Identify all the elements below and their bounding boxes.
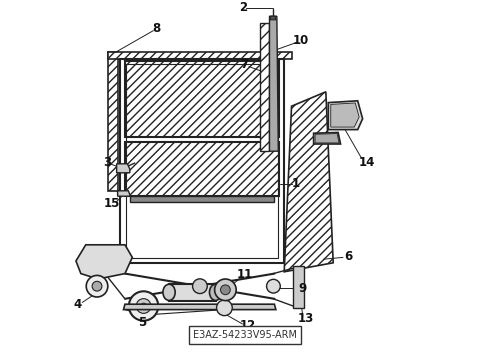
- Text: 11: 11: [237, 268, 253, 281]
- Polygon shape: [108, 52, 118, 191]
- Circle shape: [136, 299, 151, 313]
- Ellipse shape: [210, 284, 222, 300]
- Text: 2: 2: [239, 1, 247, 14]
- Circle shape: [141, 303, 147, 309]
- Polygon shape: [125, 61, 279, 137]
- Polygon shape: [130, 196, 274, 202]
- Circle shape: [267, 279, 280, 293]
- Text: 5: 5: [138, 316, 146, 329]
- Ellipse shape: [163, 284, 175, 300]
- Circle shape: [86, 275, 108, 297]
- Polygon shape: [331, 103, 359, 127]
- Polygon shape: [315, 134, 339, 143]
- Text: 4: 4: [74, 298, 81, 311]
- Text: 14: 14: [358, 156, 375, 168]
- Polygon shape: [76, 245, 132, 279]
- Text: 15: 15: [103, 197, 120, 210]
- Circle shape: [220, 285, 230, 295]
- Text: 1: 1: [292, 177, 299, 190]
- Text: 9: 9: [299, 282, 307, 294]
- Text: 10: 10: [293, 34, 309, 47]
- Circle shape: [129, 291, 158, 321]
- Polygon shape: [117, 164, 130, 173]
- Polygon shape: [284, 92, 333, 272]
- Text: 13: 13: [298, 312, 315, 325]
- Text: 12: 12: [239, 319, 256, 332]
- Text: 7: 7: [240, 58, 248, 71]
- Text: E3AZ-54233V95-ARM: E3AZ-54233V95-ARM: [193, 330, 297, 340]
- Circle shape: [217, 300, 232, 316]
- Polygon shape: [118, 191, 130, 196]
- Polygon shape: [108, 52, 292, 59]
- Polygon shape: [123, 304, 276, 310]
- Polygon shape: [260, 23, 269, 151]
- Text: 3: 3: [103, 156, 111, 168]
- Polygon shape: [270, 16, 276, 20]
- Polygon shape: [169, 284, 216, 301]
- Polygon shape: [314, 132, 341, 144]
- Circle shape: [92, 281, 102, 291]
- Circle shape: [215, 279, 236, 301]
- Polygon shape: [328, 101, 363, 130]
- Circle shape: [193, 279, 207, 293]
- Text: 6: 6: [344, 250, 352, 263]
- Polygon shape: [125, 142, 279, 196]
- Text: 8: 8: [153, 22, 161, 35]
- Polygon shape: [270, 16, 278, 151]
- Polygon shape: [293, 266, 304, 308]
